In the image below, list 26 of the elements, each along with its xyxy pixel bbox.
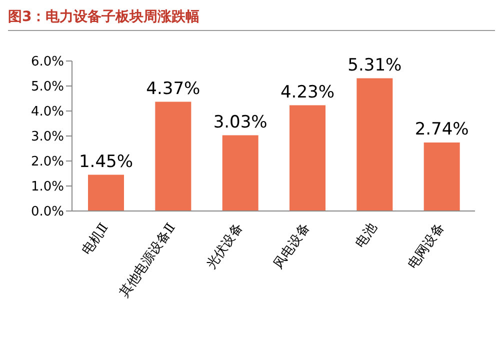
data-label: 1.45%	[78, 152, 134, 172]
bar	[356, 78, 393, 211]
chart-title: 图3：电力设备子板块周涨跌幅	[8, 8, 495, 31]
x-tick-label: 电机Ⅱ	[79, 220, 112, 258]
y-tick-label: 4.0%	[30, 104, 64, 120]
bar	[88, 174, 124, 211]
x-tick-label: 光伏设备	[204, 220, 246, 272]
x-tick-label: 电池	[353, 220, 380, 251]
bar	[155, 102, 192, 211]
x-tick-label: 风电设备	[271, 220, 314, 272]
y-tick-label: 5.0%	[30, 80, 64, 95]
data-label: 4.37%	[146, 78, 200, 99]
y-tick-label: 1.0%	[30, 180, 64, 195]
y-tick-label: 0.0%	[30, 204, 64, 220]
data-label: 4.23%	[280, 82, 335, 102]
y-tick-label: 2.0%	[30, 154, 64, 170]
data-label: 3.03%	[213, 112, 268, 132]
x-tick-label: 电网设备	[405, 220, 448, 272]
y-tick-label: 6.0%	[30, 54, 64, 70]
bar	[222, 135, 258, 211]
data-label: 5.31%	[348, 55, 402, 76]
x-tick-label: 其他电源设备Ⅱ	[116, 220, 179, 300]
y-tick-label: 3.0%	[30, 130, 64, 145]
data-label: 2.74%	[414, 120, 469, 140]
bar	[290, 105, 326, 211]
bar	[424, 142, 460, 211]
